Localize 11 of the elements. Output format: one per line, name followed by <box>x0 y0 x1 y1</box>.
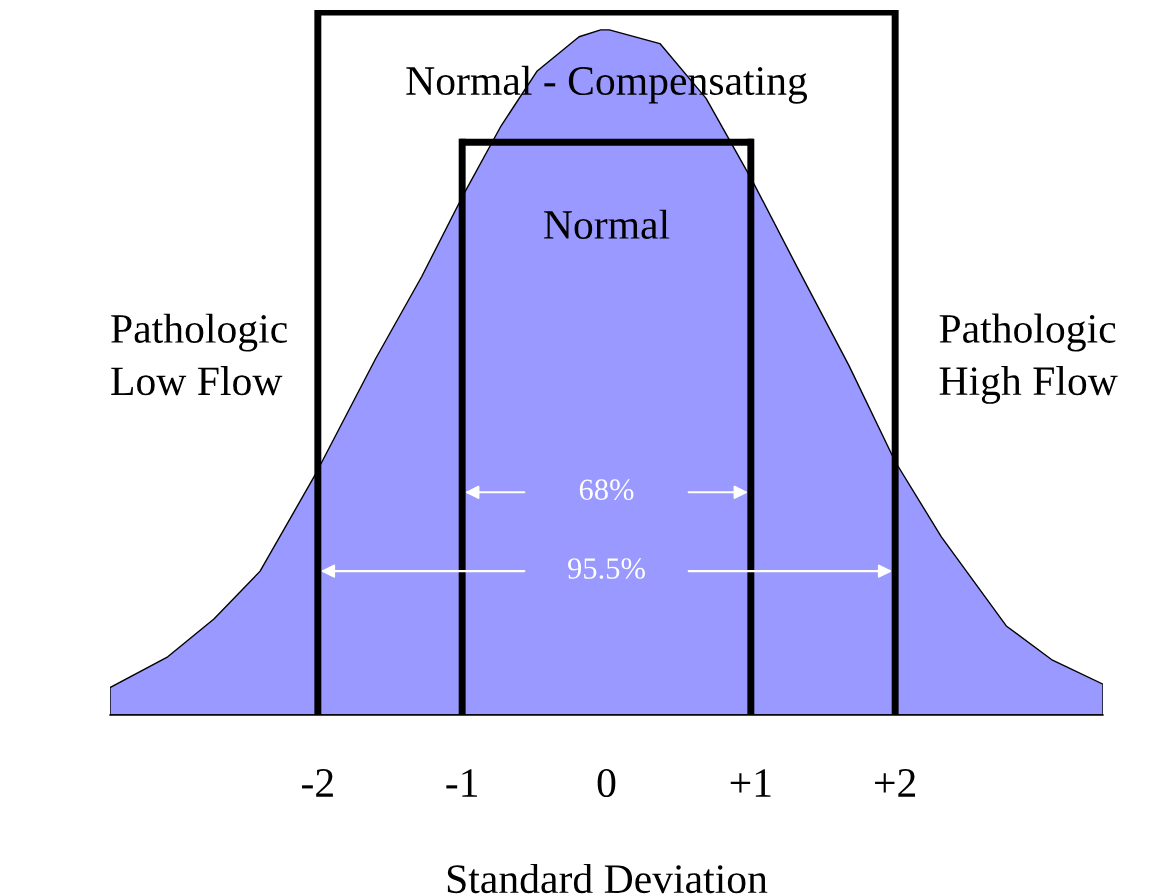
annotation: Pathologic Low Flow <box>111 313 287 396</box>
x-tick-label: -1 <box>446 769 478 797</box>
x-axis-title: Standard Deviation <box>447 863 768 894</box>
x-tick-label: -2 <box>302 769 333 797</box>
annotation: 95.5% <box>568 558 645 579</box>
x-tick-label: 0 <box>597 768 616 798</box>
annotation: 68% <box>579 479 634 501</box>
x-tick-label: +2 <box>875 769 916 797</box>
x-tick-label: +1 <box>730 769 771 797</box>
annotation: Normal <box>544 209 670 239</box>
annotation: Pathologic High Flow <box>939 313 1118 404</box>
